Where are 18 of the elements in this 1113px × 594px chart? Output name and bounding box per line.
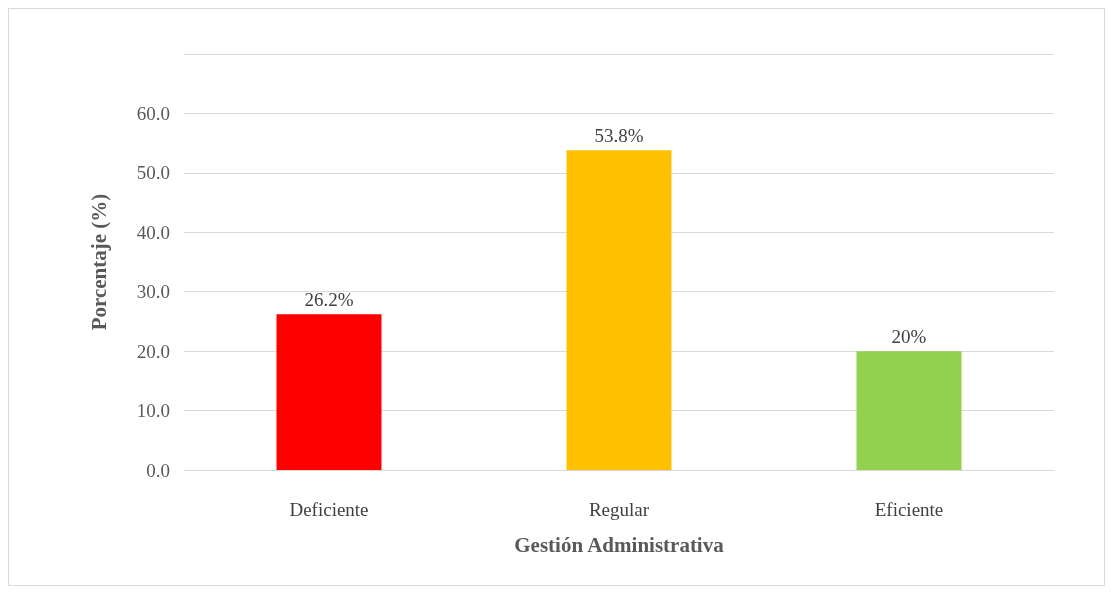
y-tick-label: 40.0 (136, 221, 170, 243)
x-tick-label: Eficiente (874, 499, 944, 520)
data-label: 53.8% (594, 125, 644, 147)
y-tick-label: 60.0 (136, 102, 170, 124)
data-label: 26.2% (304, 289, 354, 311)
bar (276, 314, 382, 470)
y-tick-label: 10.0 (136, 400, 170, 422)
y-tick-label: 50.0 (136, 162, 170, 184)
y-tick-label: 0.0 (146, 459, 170, 481)
y-tick-label: 20.0 (136, 340, 170, 362)
bar (566, 150, 672, 470)
data-label: 20% (891, 326, 927, 348)
y-tick-label: 30.0 (136, 281, 170, 303)
x-tick-label: Regular (588, 499, 650, 520)
x-tick-label: Deficiente (289, 499, 369, 520)
y-axis-title: Porcentaje (%) (86, 193, 111, 331)
x-axis-title: Gestión Administrativa (514, 532, 725, 557)
bar (856, 351, 962, 470)
